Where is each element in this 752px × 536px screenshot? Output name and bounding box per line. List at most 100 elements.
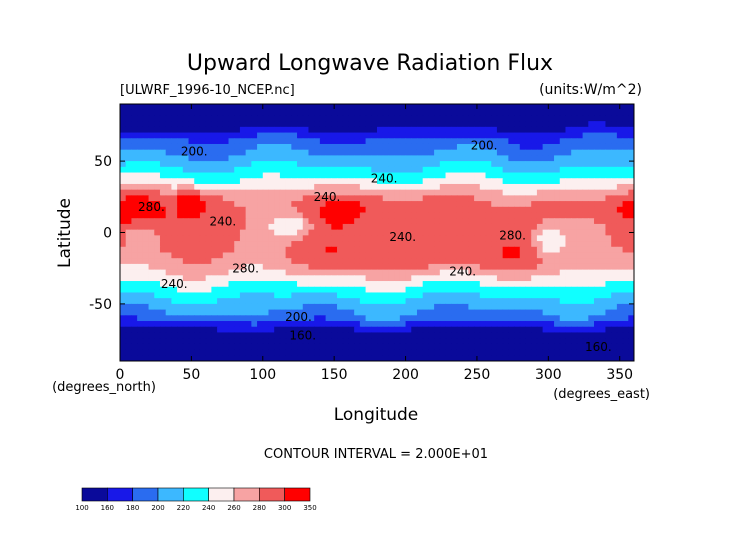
field-cell <box>525 223 532 231</box>
field-cell <box>554 332 561 339</box>
field-cell <box>377 286 384 293</box>
field-cell <box>576 326 584 333</box>
field-cell <box>228 149 235 156</box>
field-cell <box>462 223 469 231</box>
field-cell <box>605 235 612 242</box>
field-cell <box>314 332 321 339</box>
field-cell <box>514 178 521 185</box>
field-cell <box>422 166 429 174</box>
field-cell <box>245 303 252 311</box>
field-cell <box>177 229 184 236</box>
field-cell <box>382 155 389 162</box>
field-cell <box>211 132 218 139</box>
field-cell <box>142 338 150 345</box>
field-cell <box>177 252 184 259</box>
field-cell <box>137 281 144 288</box>
field-cell <box>416 292 424 299</box>
field-cell <box>411 355 418 361</box>
field-cell <box>508 109 515 116</box>
field-cell <box>571 321 578 328</box>
field-cell <box>519 138 526 145</box>
field-cell <box>536 252 544 259</box>
field-cell <box>205 281 212 288</box>
field-cell <box>142 343 150 351</box>
field-cell <box>154 109 161 116</box>
field-cell <box>377 321 384 328</box>
field-cell <box>554 349 561 356</box>
field-cell <box>565 235 572 242</box>
field-cell <box>571 303 578 311</box>
field-cell <box>337 104 344 111</box>
field-cell <box>462 315 469 322</box>
field-cell <box>285 321 292 328</box>
field-cell <box>342 235 349 242</box>
field-cell <box>331 206 338 214</box>
field-cell <box>274 292 281 299</box>
field-cell <box>234 258 241 265</box>
field-cell <box>559 132 566 139</box>
field-cell <box>348 166 355 174</box>
field-cell <box>491 229 498 236</box>
field-cell <box>588 212 595 219</box>
field-cell <box>142 309 150 316</box>
field-cell <box>554 155 561 162</box>
field-cell <box>479 246 487 253</box>
field-cell <box>342 275 349 282</box>
field-cell <box>194 206 201 214</box>
field-cell <box>285 286 292 293</box>
field-cell <box>399 315 407 322</box>
field-cell <box>268 218 275 225</box>
field-cell <box>137 252 144 259</box>
field-cell <box>622 241 629 248</box>
field-cell <box>485 298 492 305</box>
field-cell <box>571 195 578 202</box>
field-cell <box>274 269 281 276</box>
field-cell <box>594 281 601 288</box>
field-cell <box>439 286 447 293</box>
field-cell <box>542 343 549 351</box>
field-cell <box>154 206 161 214</box>
field-cell <box>559 292 566 299</box>
field-cell <box>359 309 367 316</box>
field-cell <box>611 286 618 293</box>
field-cell <box>245 206 252 214</box>
field-cell <box>565 286 572 293</box>
field-cell <box>239 143 247 151</box>
field-cell <box>548 309 555 316</box>
field-cell <box>616 218 624 225</box>
field-cell <box>188 246 195 253</box>
field-cell <box>377 343 384 351</box>
field-cell <box>268 343 275 351</box>
field-cell <box>177 235 184 242</box>
field-cell <box>125 155 132 162</box>
field-cell <box>120 183 127 191</box>
field-cell <box>194 252 201 259</box>
field-cell <box>605 275 612 282</box>
field-cell <box>599 303 606 311</box>
field-cell <box>279 218 287 225</box>
field-cell <box>399 332 407 339</box>
field-cell <box>251 263 258 271</box>
field-cell <box>605 241 612 248</box>
field-cell <box>274 275 281 282</box>
field-cell <box>451 258 458 265</box>
field-cell <box>125 338 132 345</box>
field-cell <box>228 315 235 322</box>
field-cell <box>171 218 178 225</box>
field-cell <box>622 206 629 214</box>
field-cell <box>594 189 601 196</box>
field-cell <box>377 241 384 248</box>
field-cell <box>594 292 601 299</box>
field-cell <box>319 269 327 276</box>
field-cell <box>548 166 555 174</box>
field-cell <box>148 155 155 162</box>
y-tick-label: 50 <box>94 154 112 170</box>
field-cell <box>377 269 384 276</box>
field-cell <box>611 275 618 282</box>
field-cell <box>536 161 544 168</box>
field-cell <box>451 155 458 162</box>
field-cell <box>382 235 389 242</box>
field-cell <box>291 303 298 311</box>
field-cell <box>297 269 304 276</box>
field-cell <box>416 315 424 322</box>
